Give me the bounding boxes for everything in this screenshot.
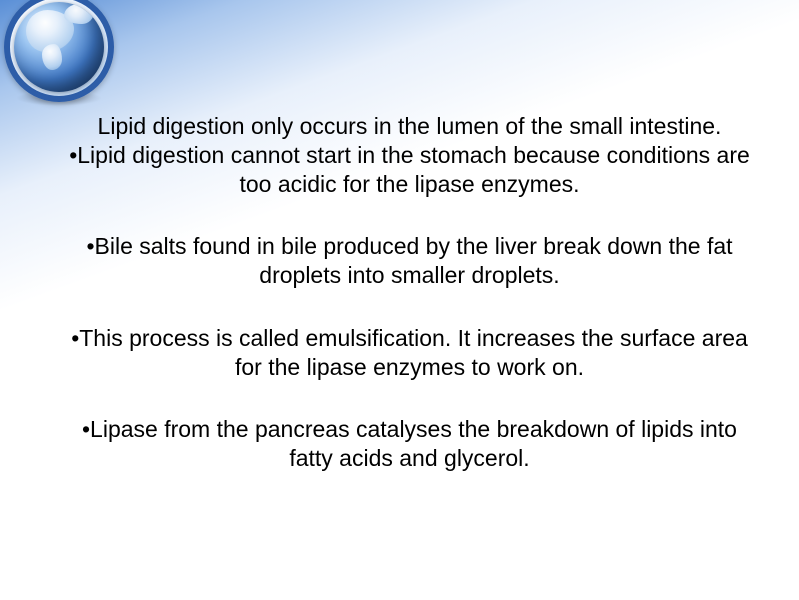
intro-text: Lipid digestion only occurs in the lumen… [60,112,759,141]
bullet-4: •Lipase from the pancreas catalyses the … [60,415,759,473]
slide-container: Lipid digestion only occurs in the lumen… [0,0,799,600]
bullet-3: •This process is called emulsification. … [60,324,759,382]
globe-decoration [0,0,124,112]
paragraph-4: •Lipase from the pancreas catalyses the … [60,415,759,473]
paragraph-2: •Bile salts found in bile produced by th… [60,232,759,290]
globe-landmass [42,44,62,70]
bullet-1: •Lipid digestion cannot start in the sto… [60,141,759,199]
globe-landmass [64,4,94,24]
paragraph-3: •This process is called emulsification. … [60,324,759,382]
slide-content: Lipid digestion only occurs in the lumen… [60,112,759,473]
paragraph-1: Lipid digestion only occurs in the lumen… [60,112,759,198]
bullet-2: •Bile salts found in bile produced by th… [60,232,759,290]
globe-icon [14,2,104,92]
